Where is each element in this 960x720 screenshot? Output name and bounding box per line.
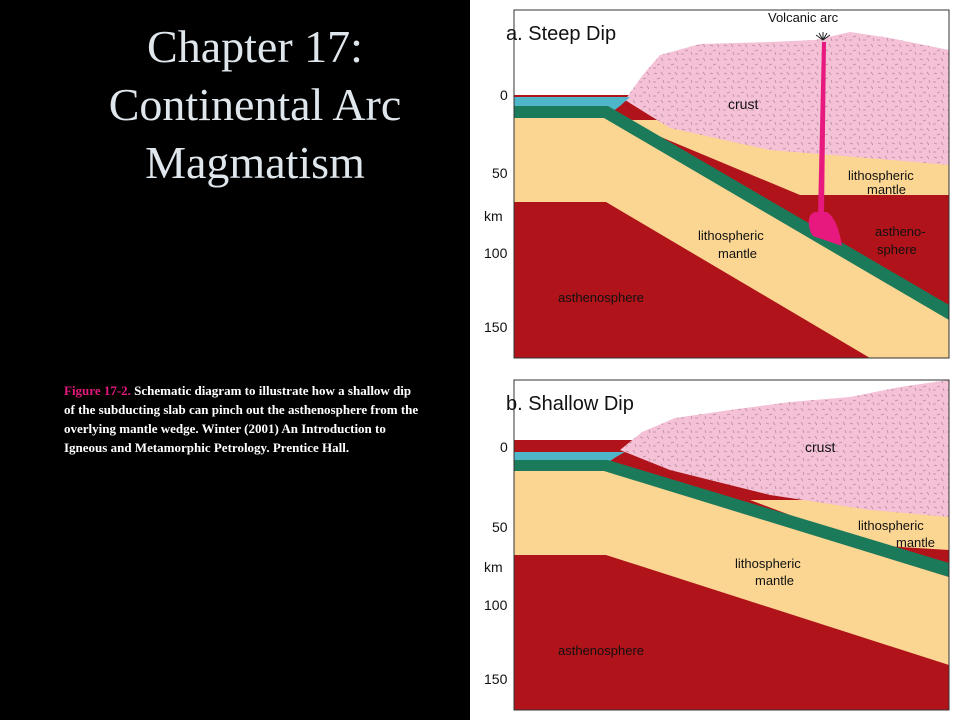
magma-chamber-a [808,212,842,246]
ocean-b [514,452,625,461]
lithospheric-label-slab-b-1: lithospheric [735,556,801,571]
title-line-1: Chapter 17: [147,21,363,72]
depth-tick-a-100: 100 [484,245,508,261]
crust-label-b: crust [805,439,835,455]
panel-steep-dip: a. Steep Dip Volcanic arc 0 50 km 100 15… [484,9,950,359]
title-line-2: Continental Arc [108,79,402,130]
depth-axis-b: 0 50 km 100 150 [484,439,508,687]
diagram-panel: a. Steep Dip Volcanic arc 0 50 km 100 15… [470,0,960,720]
depth-tick-b-0: 0 [500,439,508,455]
slide-title: Chapter 17: Continental Arc Magmatism [30,18,480,192]
lithospheric-label-right-b-2: mantle [896,535,935,550]
asthenosphere-label-right-a-1: astheno- [875,224,926,239]
subduction-diagram: a. Steep Dip Volcanic arc 0 50 km 100 15… [484,9,950,711]
asthenosphere-label-right-a-2: sphere [877,242,917,257]
depth-tick-b-100: 100 [484,597,508,613]
depth-tick-a-50: 50 [492,165,508,181]
heading-steep-dip: a. Steep Dip [506,23,616,45]
asthenosphere-label-left-a: asthenosphere [558,290,644,305]
lithospheric-label-slab-a-1: lithospheric [698,228,764,243]
frame-a [513,9,950,359]
figure-caption: Figure 17-2. Schematic diagram to illust… [64,381,424,457]
heading-shallow-dip: b. Shallow Dip [506,393,634,415]
lithospheric-label-right-b-1: lithospheric [858,518,924,533]
lithospheric-label-right-a-2: mantle [867,182,906,197]
panel-shallow-dip: b. Shallow Dip 0 50 km 100 150 crust lit… [484,379,950,711]
depth-unit-a: km [484,208,503,224]
frame-b [513,379,950,711]
lithospheric-label-slab-b-2: mantle [755,573,794,588]
asthenosphere-label-left-b: asthenosphere [558,643,644,658]
lithospheric-label-right-a-1: lithospheric [848,168,914,183]
depth-tick-b-50: 50 [492,519,508,535]
crust-texture-a [625,32,949,165]
caption-text: Schematic diagram to illustrate how a sh… [64,383,419,455]
crust-label-a: crust [728,96,758,112]
lithospheric-label-slab-a-2: mantle [718,246,757,261]
depth-tick-b-150: 150 [484,671,508,687]
slab-lithosphere-a [514,118,949,358]
crust-texture-b [620,380,949,517]
magma-conduit-a [818,42,826,215]
depth-axis-a: 0 50 km 100 150 [484,87,508,335]
slab-lithosphere-b [514,470,949,665]
depth-tick-a-0: 0 [500,87,508,103]
depth-tick-a-150: 150 [484,319,508,335]
volcanic-arc-label: Volcanic arc [768,10,839,25]
figure-reference: Figure 17-2. [64,383,131,398]
left-panel: Chapter 17: Continental Arc Magmatism Fi… [0,0,470,720]
volcano-vent-icon [815,32,831,41]
title-line-3: Magmatism [145,137,365,188]
depth-unit-b: km [484,559,503,575]
